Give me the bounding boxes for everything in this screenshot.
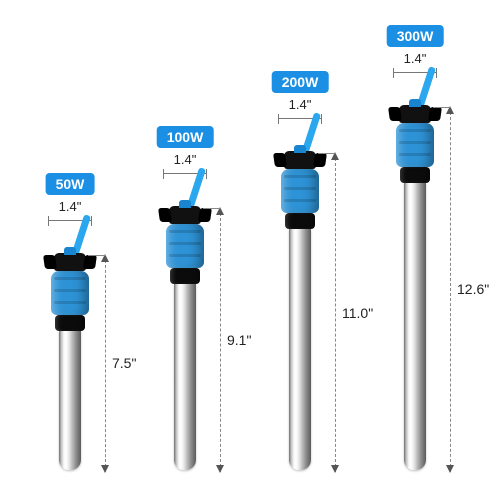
collar-icon (170, 268, 200, 284)
collar-icon (400, 167, 430, 183)
height-label: 7.5" (112, 355, 136, 371)
wattage-badge: 300W (387, 25, 444, 47)
grip-icon (396, 123, 434, 167)
grip-icon (166, 224, 204, 268)
grip-icon (281, 169, 319, 213)
heater-illustration (278, 151, 322, 470)
width-label: 1.4" (278, 97, 322, 112)
height-dimension-200w: 11.0" (330, 153, 340, 472)
height-dimension-300w: 12.6" (445, 107, 455, 472)
width-label: 1.4" (163, 152, 207, 167)
height-dimension-50w: 7.5" (100, 255, 110, 473)
cap-icon (169, 206, 201, 224)
heater-illustration (48, 253, 92, 471)
wattage-badge: 200W (272, 71, 329, 93)
tube-icon (174, 284, 196, 470)
grip-icon (51, 271, 89, 315)
wattage-badge: 50W (46, 173, 95, 195)
tube-icon (289, 229, 311, 470)
size-comparison-infographic: 50W 1.4" 7.5" 100W 1.4" (0, 0, 500, 500)
tube-icon (404, 183, 426, 470)
heater-illustration (163, 206, 207, 470)
tube-icon (59, 331, 81, 471)
height-label: 9.1" (227, 332, 251, 348)
cap-icon (399, 105, 431, 123)
width-label: 1.4" (393, 51, 437, 66)
height-label: 12.6" (457, 281, 489, 297)
height-dimension-100w: 9.1" (215, 208, 225, 472)
collar-icon (285, 213, 315, 229)
cap-icon (54, 253, 86, 271)
wattage-badge: 100W (157, 126, 214, 148)
width-label: 1.4" (48, 199, 92, 214)
cap-icon (284, 151, 316, 169)
heater-illustration (393, 105, 437, 470)
collar-icon (55, 315, 85, 331)
